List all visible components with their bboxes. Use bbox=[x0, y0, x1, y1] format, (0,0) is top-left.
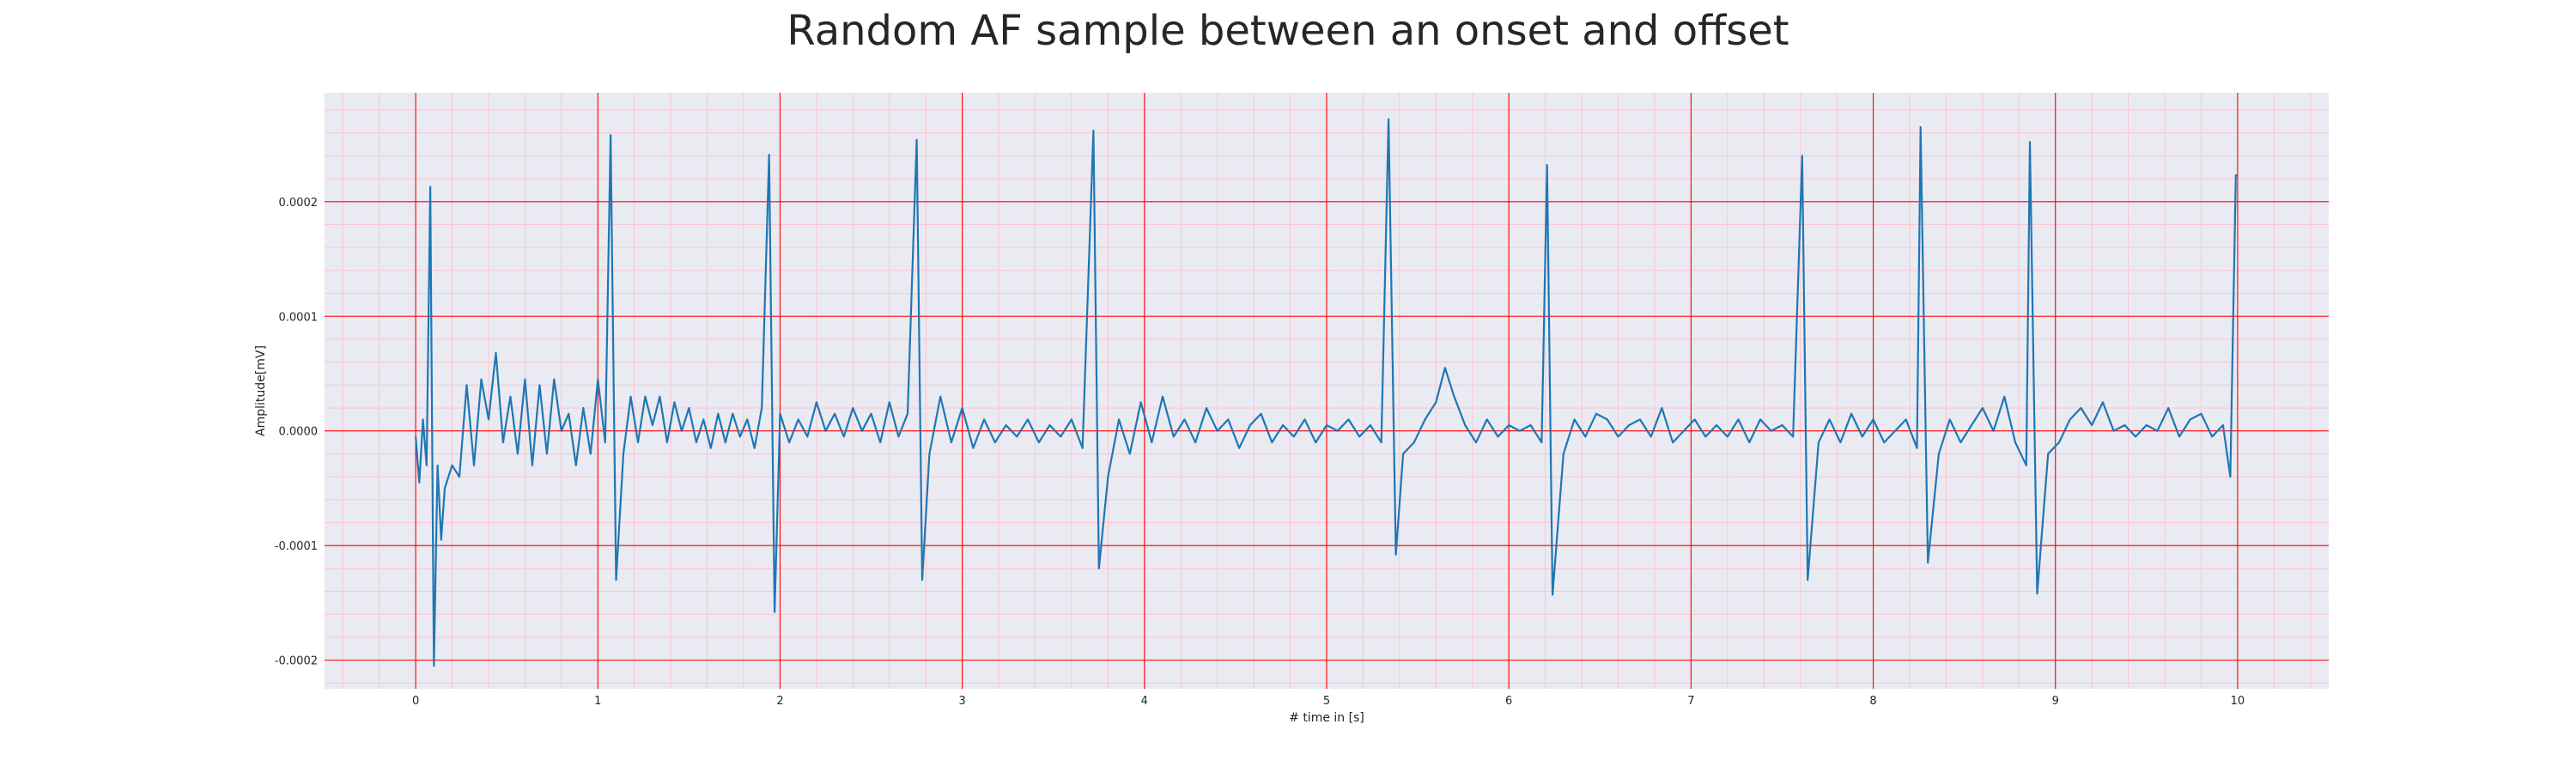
x-tick-label: 4 bbox=[1141, 695, 1148, 708]
y-tick-label: 0.0000 bbox=[279, 426, 319, 439]
x-axis-ticks: 0 1 2 3 4 5 6 7 8 9 10 bbox=[412, 695, 2245, 708]
x-tick-label: 10 bbox=[2231, 695, 2245, 708]
x-tick-label: 2 bbox=[776, 695, 783, 708]
y-axis-ticks: -0.0002 -0.0001 0.0000 0.0001 0.0002 bbox=[275, 197, 318, 668]
x-axis-label: # time in [s] bbox=[1289, 711, 1364, 725]
chart-title: Random AF sample between an onset and of… bbox=[787, 7, 1789, 55]
major-grid bbox=[325, 93, 2329, 689]
y-tick-label: -0.0002 bbox=[275, 655, 318, 668]
y-tick-label: -0.0001 bbox=[275, 540, 318, 553]
x-tick-label: 0 bbox=[412, 695, 419, 708]
x-tick-label: 8 bbox=[1869, 695, 1876, 708]
x-tick-label: 1 bbox=[594, 695, 601, 708]
y-tick-label: 0.0002 bbox=[279, 197, 319, 210]
y-tick-label: 0.0001 bbox=[279, 311, 319, 324]
y-axis-label: Amplitude[mV] bbox=[254, 345, 268, 436]
x-tick-label: 7 bbox=[1687, 695, 1694, 708]
x-tick-label: 3 bbox=[958, 695, 965, 708]
x-tick-label: 9 bbox=[2052, 695, 2059, 708]
x-tick-label: 6 bbox=[1505, 695, 1512, 708]
series-line bbox=[415, 118, 2238, 667]
x-tick-label: 5 bbox=[1323, 695, 1330, 708]
